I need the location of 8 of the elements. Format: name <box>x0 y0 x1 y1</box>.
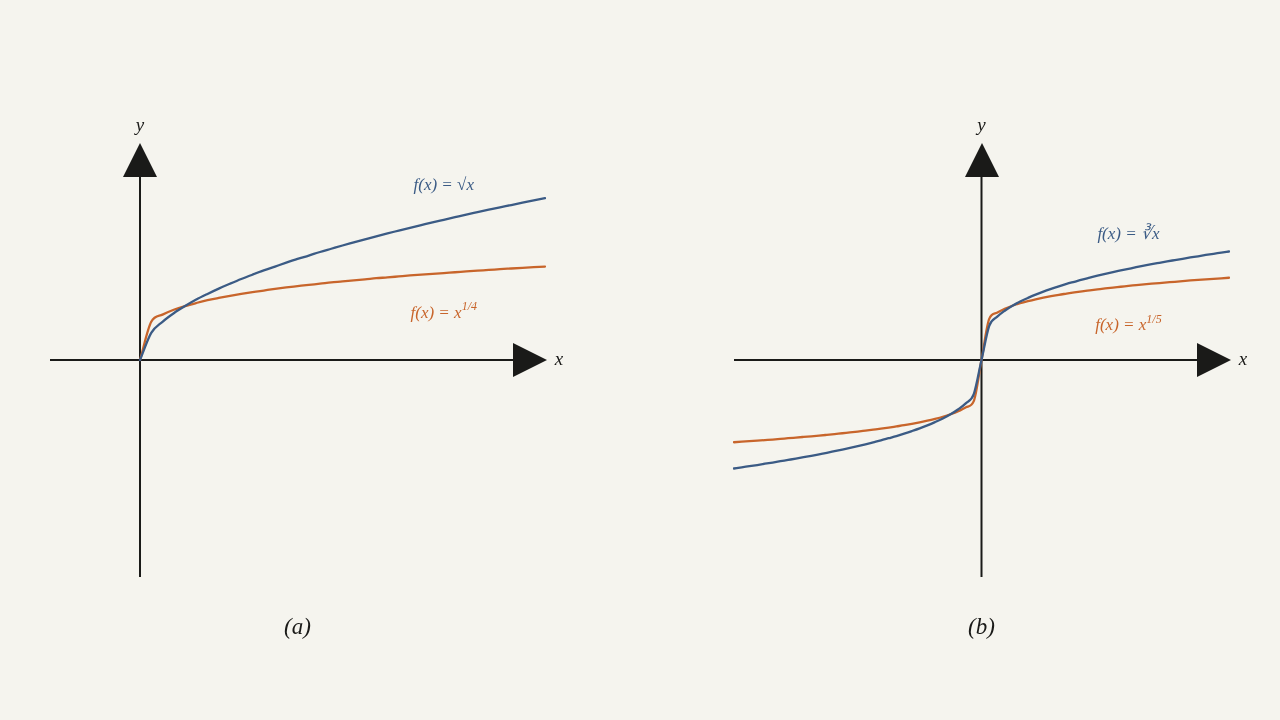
series-label: f(x) = ∛x <box>1097 223 1160 244</box>
y-axis-title: y <box>975 114 987 135</box>
y-axis-title: y <box>133 114 145 135</box>
series-label: f(x) = √x <box>413 175 475 195</box>
text: (b) <box>968 614 995 640</box>
x-axis-title: x <box>553 348 564 369</box>
x-axis-title: x <box>1237 348 1248 369</box>
text: (a) <box>284 614 311 640</box>
